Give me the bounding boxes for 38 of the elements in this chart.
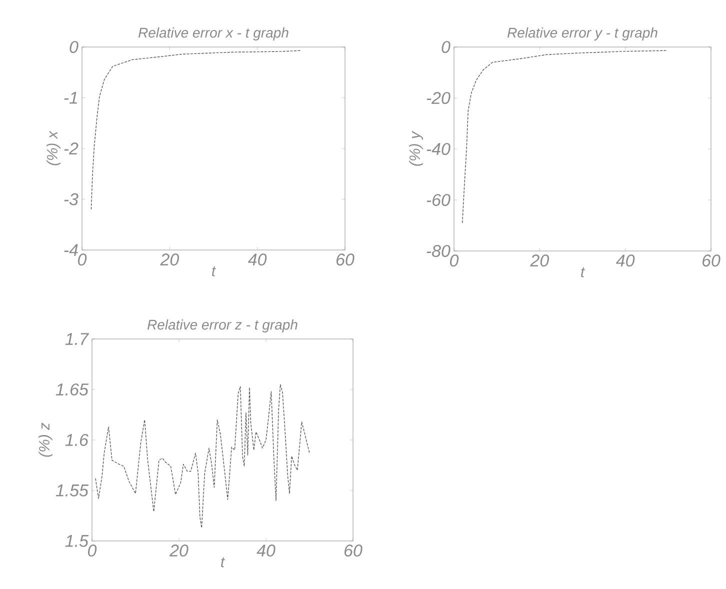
y-tick-label: 1.7 [65, 333, 89, 345]
x-tick-label: 60 [336, 254, 354, 266]
x-axis-title: t [221, 557, 226, 568]
y-tick-label: 1.65 [56, 383, 89, 396]
x-tick-label: 20 [169, 544, 188, 557]
y-tick-label: -3 [64, 193, 78, 206]
y-tick-label: -60 [426, 194, 450, 206]
y-tick-label: -2 [64, 142, 78, 154]
chart-title: Relative error z - t graph [147, 319, 298, 332]
y-axis-title: (%) z [38, 422, 53, 457]
y-tick-label: 0 [70, 40, 78, 54]
x-tick-label: 0 [88, 544, 97, 557]
y-tick-label: -40 [426, 142, 450, 156]
y-tick-label: -20 [426, 92, 450, 104]
x-tick-label: 60 [702, 254, 720, 267]
y-axis-title: (%) x [46, 130, 60, 166]
y-axis-title: (%) y [409, 130, 424, 166]
x-tick-label: 60 [344, 544, 362, 557]
x-tick-label: 20 [530, 254, 549, 267]
chart-title: Relative error x - t graph [138, 27, 288, 40]
chart-title: Relative error y - t graph [507, 27, 658, 40]
y-tick-label: 1.5 [65, 535, 89, 547]
y-tick-label: 1.6 [65, 434, 88, 446]
line-series [90, 50, 302, 210]
x-tick-label: 40 [616, 254, 635, 267]
y-tick-label: -1 [64, 92, 78, 104]
x-axis-title: t [581, 267, 586, 278]
x-tick-label: 20 [160, 254, 179, 266]
x-tick-label: 0 [450, 254, 459, 267]
x-axis-title: t [212, 266, 216, 276]
x-tick-label: 40 [248, 254, 267, 266]
x-tick-label: 40 [256, 544, 276, 557]
line-series [462, 50, 668, 224]
y-tick-label: 0 [442, 40, 450, 54]
y-tick-label: 1.55 [56, 484, 89, 496]
y-tick-label: -4 [64, 244, 78, 256]
line-series [95, 384, 310, 528]
y-tick-label: -80 [426, 244, 450, 258]
